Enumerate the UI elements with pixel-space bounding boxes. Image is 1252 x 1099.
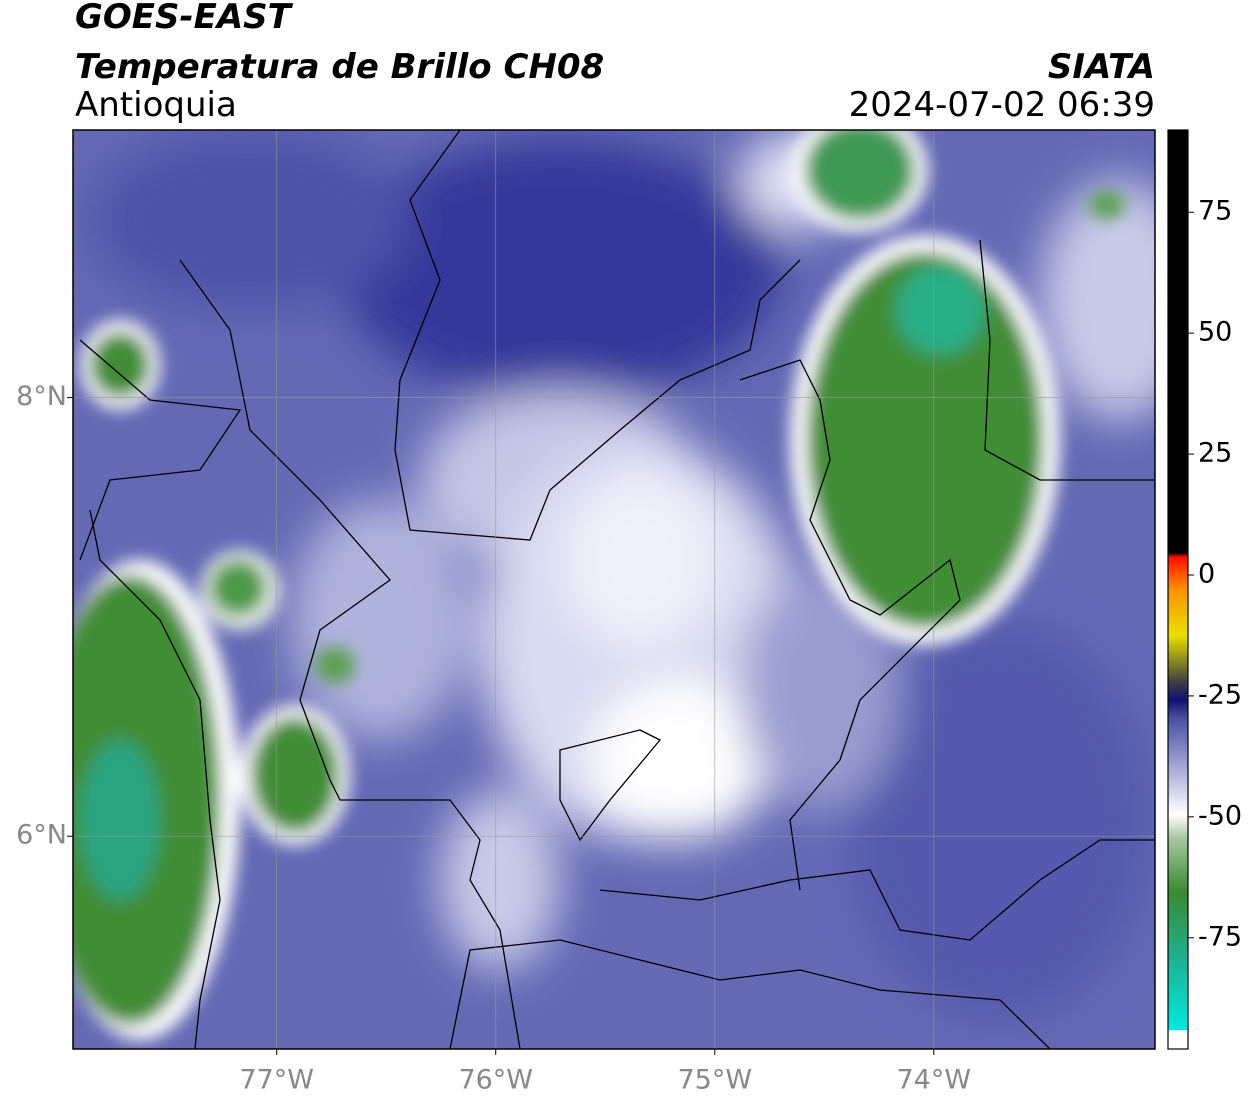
- datetime: 2024-07-02 06:39: [849, 85, 1155, 125]
- source: SIATA: [1048, 47, 1155, 87]
- x-tick-label: 77°W: [239, 1065, 314, 1096]
- colorbar-tick-label: -25: [1198, 679, 1242, 710]
- y-tick-label: 8°N: [16, 381, 67, 412]
- x-tick-label: 75°W: [677, 1065, 752, 1096]
- map-frame: [72, 129, 1156, 1050]
- colorbar-tick-label: 75: [1198, 196, 1232, 227]
- colorbar-tick-label: 0: [1198, 558, 1215, 589]
- x-tick-label: 74°W: [897, 1065, 972, 1096]
- colorbar-tick-label: 50: [1198, 317, 1232, 348]
- region: Antioquia: [75, 85, 237, 125]
- grid: [73, 130, 1155, 1049]
- colorbar-tick-label: 25: [1198, 438, 1232, 469]
- y-tick-label: 6°N: [16, 820, 67, 851]
- subtitle: Temperatura de Brillo CH08: [75, 47, 604, 87]
- colorbar-tick-label: -75: [1198, 921, 1242, 952]
- satellite-image: [73, 130, 1155, 1049]
- colorbar: [1167, 129, 1189, 1050]
- x-tick-label: 76°W: [458, 1065, 533, 1096]
- title: GOES-EAST: [75, 0, 294, 37]
- colorbar-tick-label: -50: [1198, 800, 1242, 831]
